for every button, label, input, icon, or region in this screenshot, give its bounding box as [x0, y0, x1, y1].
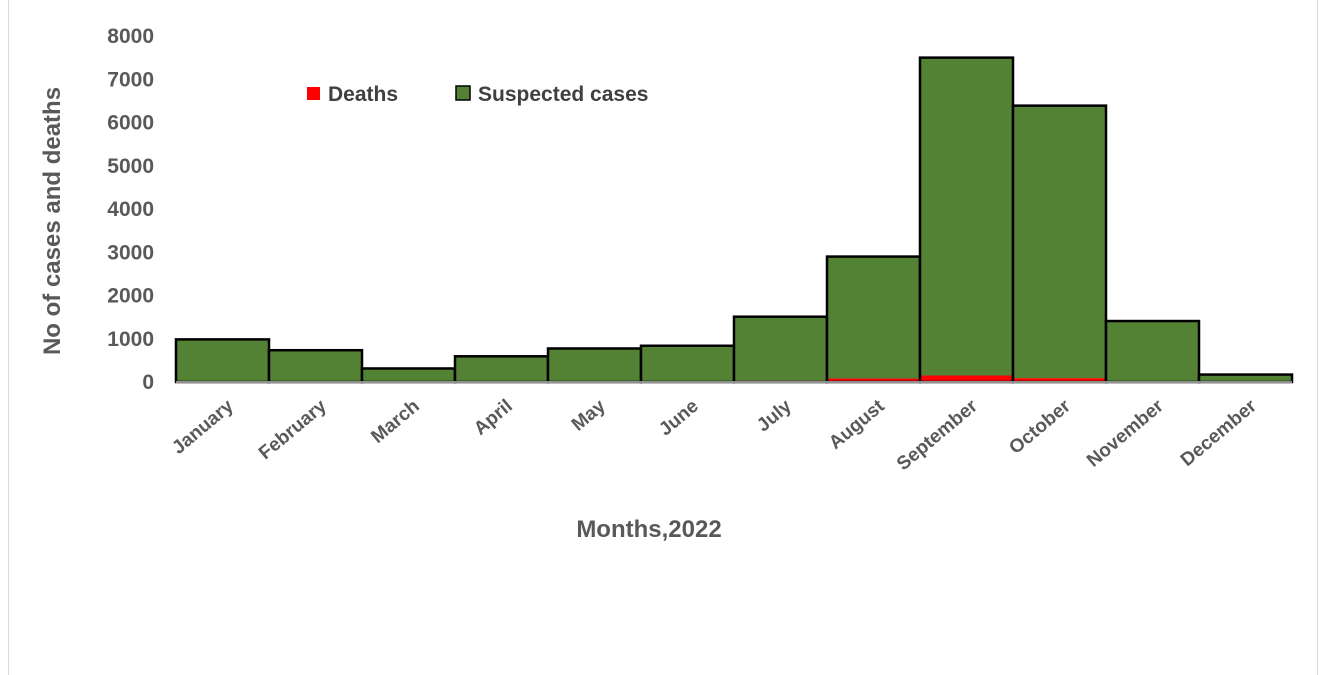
- bar-suspected-cases-july: [734, 316, 827, 381]
- bar-deaths-september: [920, 375, 1013, 382]
- bar-suspected-cases-september: [920, 57, 1013, 376]
- y-tick-label: 7000: [107, 68, 154, 91]
- legend-swatch-suspected-cases: [455, 85, 471, 101]
- x-tick-label: July: [753, 395, 796, 436]
- y-tick-label: 6000: [107, 112, 154, 135]
- y-axis-title: No of cases and deaths: [39, 87, 66, 355]
- y-tick-label: 2000: [107, 285, 154, 308]
- bar-suspected-cases-may: [548, 348, 641, 382]
- y-tick-label: 3000: [107, 241, 154, 264]
- y-axis-ticks: 0 1000 2000 3000 4000 5000 6000 7000 8000: [107, 25, 154, 394]
- bar-deaths-october: [1013, 378, 1106, 382]
- legend-label-deaths: Deaths: [328, 83, 398, 106]
- bar-suspected-cases-february: [269, 350, 362, 382]
- bar-suspected-cases-january: [176, 339, 269, 382]
- x-tick-label: January: [168, 395, 238, 458]
- bar-suspected-cases-august: [827, 256, 920, 379]
- y-tick-label: 1000: [107, 328, 154, 351]
- x-tick-label: March: [367, 396, 423, 448]
- bars: [174, 56, 1294, 384]
- bar-suspected-cases-december: [1199, 374, 1292, 382]
- x-tick-label: December: [1177, 395, 1261, 471]
- bar-suspected-cases-april: [455, 356, 548, 382]
- bar-suspected-cases-october: [1013, 105, 1106, 379]
- chart-frame: [8, 0, 1318, 675]
- x-tick-label: June: [655, 396, 702, 441]
- x-tick-label: October: [1005, 395, 1075, 458]
- bar-suspected-cases-march: [362, 368, 455, 382]
- x-axis-ticks: January February March April May June July Augu…: [168, 395, 1261, 475]
- x-axis-title: Months,2022: [576, 516, 721, 543]
- x-tick-label: November: [1083, 395, 1168, 471]
- x-tick-label: August: [825, 395, 889, 454]
- x-tick-label: May: [568, 395, 610, 435]
- y-tick-label: 0: [142, 371, 154, 394]
- legend-swatch-deaths: [307, 87, 320, 100]
- bar-deaths-august: [827, 378, 920, 382]
- y-tick-label: 4000: [107, 198, 154, 221]
- y-tick-label: 5000: [107, 155, 154, 178]
- x-tick-label: February: [255, 395, 331, 464]
- y-tick-label: 8000: [107, 25, 154, 48]
- bar-suspected-cases-june: [641, 345, 734, 382]
- bar-suspected-cases-november: [1106, 321, 1199, 382]
- x-tick-label: April: [470, 396, 517, 440]
- x-tick-label: September: [893, 395, 982, 475]
- legend: Deaths Suspected cases: [307, 83, 648, 106]
- legend-label-suspected-cases: Suspected cases: [478, 83, 648, 106]
